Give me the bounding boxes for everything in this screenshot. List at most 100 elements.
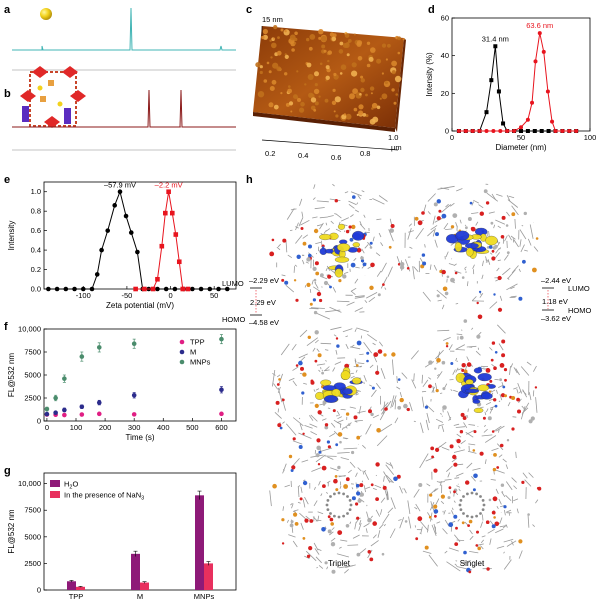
bond — [413, 373, 415, 382]
bond — [303, 382, 308, 385]
ring-atom — [329, 512, 332, 515]
atom — [434, 514, 437, 518]
panel-label-d: d — [428, 4, 435, 16]
bond — [425, 419, 429, 431]
bond — [433, 264, 438, 271]
bond — [355, 393, 359, 396]
bond — [457, 367, 463, 371]
bond — [505, 494, 512, 501]
bond — [367, 549, 373, 559]
bond — [315, 454, 326, 463]
panel-e-chart: -100 -50 0 50 0.0 0.2 0.4 0.6 0.8 1.0 Zeta potenti… — [7, 181, 237, 310]
bond — [381, 405, 388, 415]
atom — [316, 291, 322, 297]
bond — [282, 421, 285, 424]
bond — [372, 534, 377, 539]
data-point — [463, 129, 468, 133]
bond — [421, 374, 423, 384]
panel-label-g: g — [4, 465, 11, 477]
data-point — [491, 129, 496, 133]
bond — [386, 493, 388, 501]
y-tick-label: 0.8 — [31, 207, 41, 216]
atom — [314, 261, 319, 266]
bond — [424, 244, 426, 248]
bond — [330, 537, 336, 542]
atom — [355, 502, 359, 506]
bond — [325, 228, 331, 232]
atom — [345, 477, 350, 482]
y-tick-label: 7500 — [24, 506, 41, 515]
bond — [415, 227, 424, 240]
atom — [532, 267, 537, 273]
bond — [489, 407, 494, 414]
bond — [427, 193, 436, 202]
afm-grain — [257, 91, 265, 98]
x-tick-label: 50 — [517, 133, 525, 142]
bond — [368, 296, 376, 303]
bond — [376, 218, 382, 221]
panel-label-a: a — [4, 4, 11, 16]
orbital-lobe — [473, 407, 484, 413]
bond — [358, 522, 362, 531]
bond — [325, 491, 329, 494]
atom — [488, 390, 492, 393]
bond — [484, 435, 497, 443]
bond — [479, 292, 484, 298]
afm-grain — [291, 48, 295, 52]
bond — [375, 252, 381, 257]
bond — [317, 548, 322, 551]
afm-grain — [289, 34, 296, 41]
bond — [325, 222, 328, 226]
atom — [436, 199, 441, 204]
atom — [359, 483, 364, 488]
bond — [283, 468, 285, 472]
bond — [471, 201, 474, 206]
bond — [303, 479, 306, 482]
afm-grain — [304, 83, 307, 86]
afm-grain — [309, 34, 316, 40]
bond — [301, 459, 309, 463]
bond — [299, 423, 303, 431]
data-point — [133, 286, 138, 292]
atom — [465, 226, 468, 230]
afm-grain — [269, 86, 275, 91]
x-tick-label: 100 — [584, 133, 597, 142]
bond — [487, 528, 495, 534]
bond — [436, 289, 447, 299]
atom — [523, 211, 527, 216]
afm-grain — [391, 88, 395, 92]
data-point-MNPs — [44, 406, 50, 412]
bond — [441, 446, 450, 451]
data-point — [546, 129, 551, 133]
bond — [313, 286, 321, 292]
atom — [496, 466, 500, 469]
bond — [362, 470, 365, 475]
bond — [513, 387, 518, 390]
orbital-lobe — [465, 242, 479, 249]
atom — [403, 403, 408, 409]
atom — [301, 391, 305, 395]
afm-grain — [276, 50, 282, 56]
right-gap-value: 1.18 eV — [542, 297, 568, 306]
afm-grain — [334, 96, 341, 103]
atom — [435, 447, 440, 452]
bond — [475, 350, 481, 356]
bond — [302, 234, 309, 239]
bond — [282, 506, 284, 511]
bond — [354, 296, 365, 299]
data-point — [512, 129, 517, 133]
bond — [489, 520, 494, 525]
bond — [464, 268, 467, 271]
atom — [308, 244, 312, 249]
atom — [296, 254, 301, 259]
atom — [477, 546, 482, 551]
bond — [398, 519, 402, 521]
bond — [295, 222, 299, 231]
atom — [466, 362, 472, 367]
data-point — [72, 286, 77, 292]
legend-label-0: H2O — [64, 480, 78, 491]
bond — [427, 211, 431, 215]
bond — [454, 563, 458, 567]
y-tick-label: 0.6 — [31, 226, 41, 235]
atom — [334, 475, 338, 478]
